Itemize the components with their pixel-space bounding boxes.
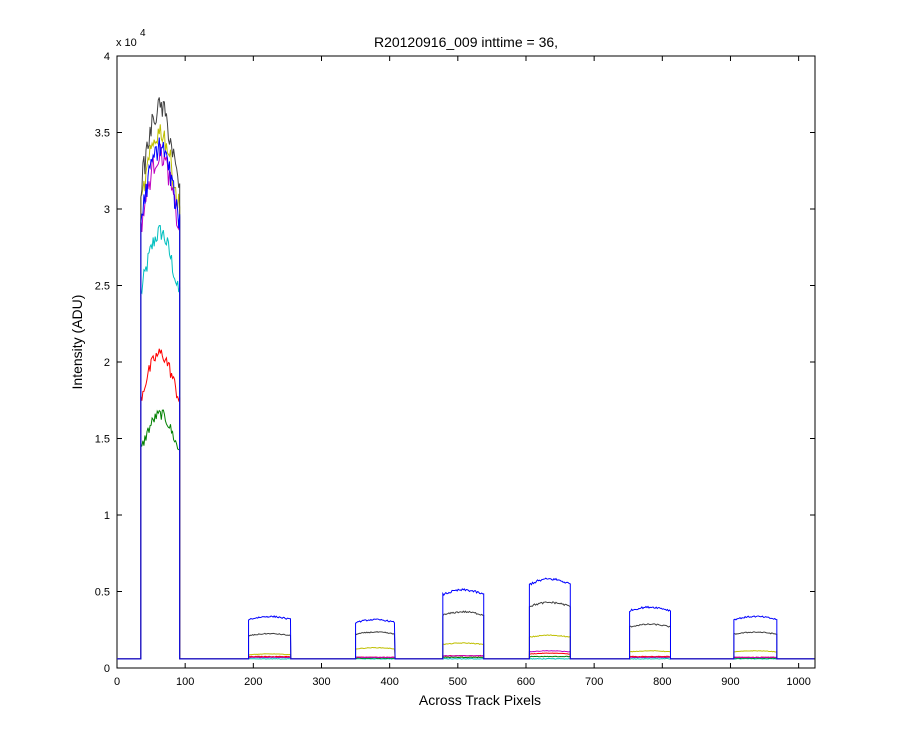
y-tick-label: 4 [104,51,110,63]
x-tick-label: 900 [721,676,739,688]
y-tick-label: 2 [104,357,110,369]
x-tick-label: 1000 [786,676,810,688]
x-tick-label: 0 [114,676,120,688]
series-line-7 [117,137,815,660]
series-layer [117,97,815,660]
ticks-layer: 0 100 200 300 400 500 600 700 800 900 1000 0 0.5 1 1.5… [95,51,815,688]
x-tick-label: 500 [449,676,467,688]
x-tick-label: 100 [176,676,194,688]
y-tick-label: 2.5 [95,281,110,293]
y-tick-label: 0.5 [95,587,110,599]
y-tick-label: 1.5 [95,434,110,446]
axes-frame [116,55,816,669]
x-axis-label: Across Track Pixels [419,692,541,708]
x-tick-label: 200 [244,676,262,688]
x-tick-label: 400 [380,676,398,688]
y-tick-label: 3.5 [95,128,110,140]
y-axis-label: Intensity (ADU) [69,295,85,390]
plot-area [116,55,816,669]
x-tick-label: 300 [312,676,330,688]
y-multiplier-exponent: 4 [140,28,146,39]
x-tick-label: 700 [585,676,603,688]
x-tick-label: 800 [653,676,671,688]
chart-title: R20120916_009 inttime = 36, [374,34,558,50]
y-tick-label: 0 [104,663,110,675]
y-tick-label: 1 [104,510,110,522]
x-tick-label: 600 [517,676,535,688]
y-multiplier-base: x 10 [116,37,137,49]
y-tick-label: 3 [104,204,110,216]
